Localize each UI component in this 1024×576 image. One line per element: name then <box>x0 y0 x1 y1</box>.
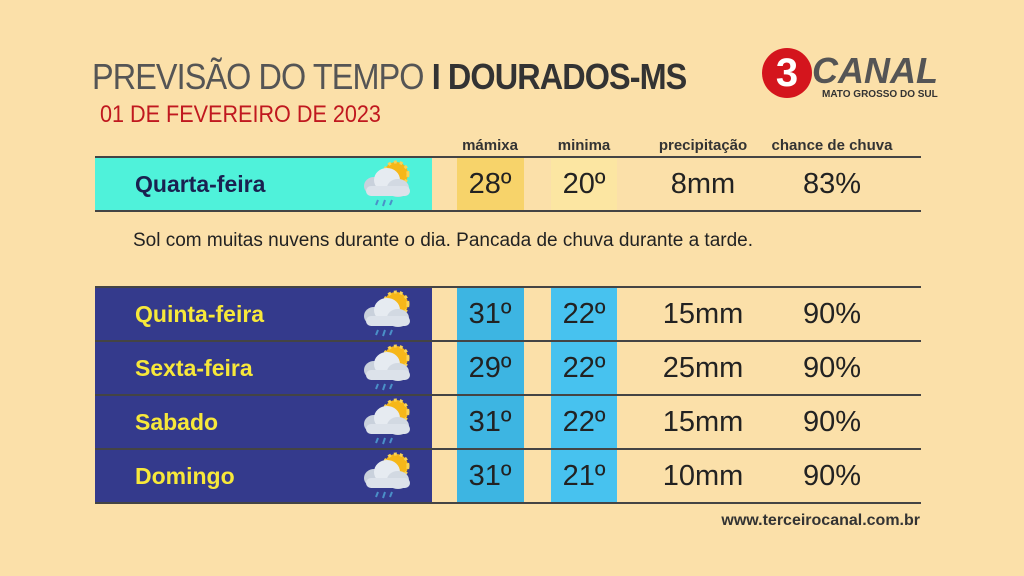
value: 83% <box>802 167 862 200</box>
value: 22º <box>562 297 606 330</box>
title-text: PREVISÃO DO TEMPO <box>92 56 424 97</box>
max-background <box>457 449 524 503</box>
value: 8mm <box>670 167 736 200</box>
footer: www.terceirocanal.com.br <box>721 512 920 529</box>
value: 90% <box>802 405 862 438</box>
row-divider <box>95 394 921 396</box>
value: 29º <box>468 351 512 384</box>
day-name: Sabado <box>135 408 219 435</box>
column-header: precipitação <box>658 137 748 154</box>
value: 15mm <box>662 297 744 330</box>
value: 15mm <box>662 405 744 438</box>
weather-icon <box>362 160 412 208</box>
value: 31º <box>468 297 512 330</box>
value: 21º <box>562 459 606 492</box>
row-divider <box>95 286 921 288</box>
weather-icon <box>362 344 412 392</box>
min-background <box>551 341 617 395</box>
day-name: Quinta-feira <box>135 300 265 327</box>
max-background <box>457 341 524 395</box>
max-background <box>457 157 524 211</box>
day-name: Domingo <box>135 462 235 489</box>
logo-number: 3 <box>762 48 812 98</box>
min-background <box>551 449 617 503</box>
weather-icon <box>362 398 412 446</box>
value: 20º <box>562 167 606 200</box>
row-divider <box>95 340 921 342</box>
min-background <box>551 395 617 449</box>
value: 90% <box>802 459 862 492</box>
value: 10mm <box>662 459 744 492</box>
day-name: Sexta-feira <box>135 354 253 381</box>
value: 25mm <box>662 351 744 384</box>
column-header: minima <box>557 137 611 154</box>
value: 22º <box>562 351 606 384</box>
max-background <box>457 395 524 449</box>
row-divider <box>95 502 921 504</box>
value: 22º <box>562 405 606 438</box>
value: 90% <box>802 297 862 330</box>
min-background <box>551 287 617 341</box>
row-divider <box>95 210 921 212</box>
date: 01 DE FEVEREIRO DE 2023 <box>100 101 381 128</box>
location: I DOURADOS-MS <box>431 56 688 97</box>
weather-icon <box>362 452 412 500</box>
day-name: Quarta-feira <box>135 170 266 197</box>
column-header: chance de chuva <box>771 137 893 154</box>
value: 31º <box>468 459 512 492</box>
min-background <box>551 157 617 211</box>
row-divider <box>95 156 921 158</box>
value: 28º <box>468 167 512 200</box>
title: PREVISÃO DO TEMPO I DOURADOS-MS <box>92 56 688 98</box>
weather-icon <box>362 290 412 338</box>
max-background <box>457 287 524 341</box>
value: 90% <box>802 351 862 384</box>
logo-name: CANAL <box>812 50 938 91</box>
logo-region: MATO GROSSO DO SUL <box>822 89 938 100</box>
column-header: mámixa <box>462 137 518 154</box>
description: Sol com muitas nuvens durante o dia. Pan… <box>133 230 754 251</box>
value: 31º <box>468 405 512 438</box>
row-divider <box>95 448 921 450</box>
